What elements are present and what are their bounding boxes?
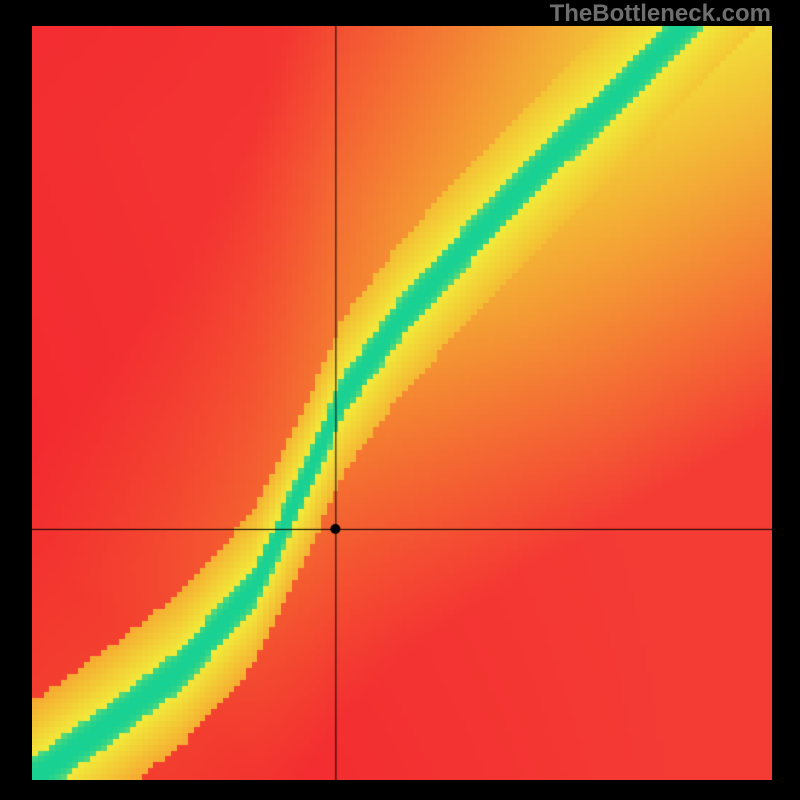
plot-area bbox=[32, 26, 772, 780]
bottleneck-heatmap bbox=[32, 26, 772, 780]
chart-container: TheBottleneck.com bbox=[0, 0, 800, 800]
watermark-text: TheBottleneck.com bbox=[550, 0, 771, 28]
